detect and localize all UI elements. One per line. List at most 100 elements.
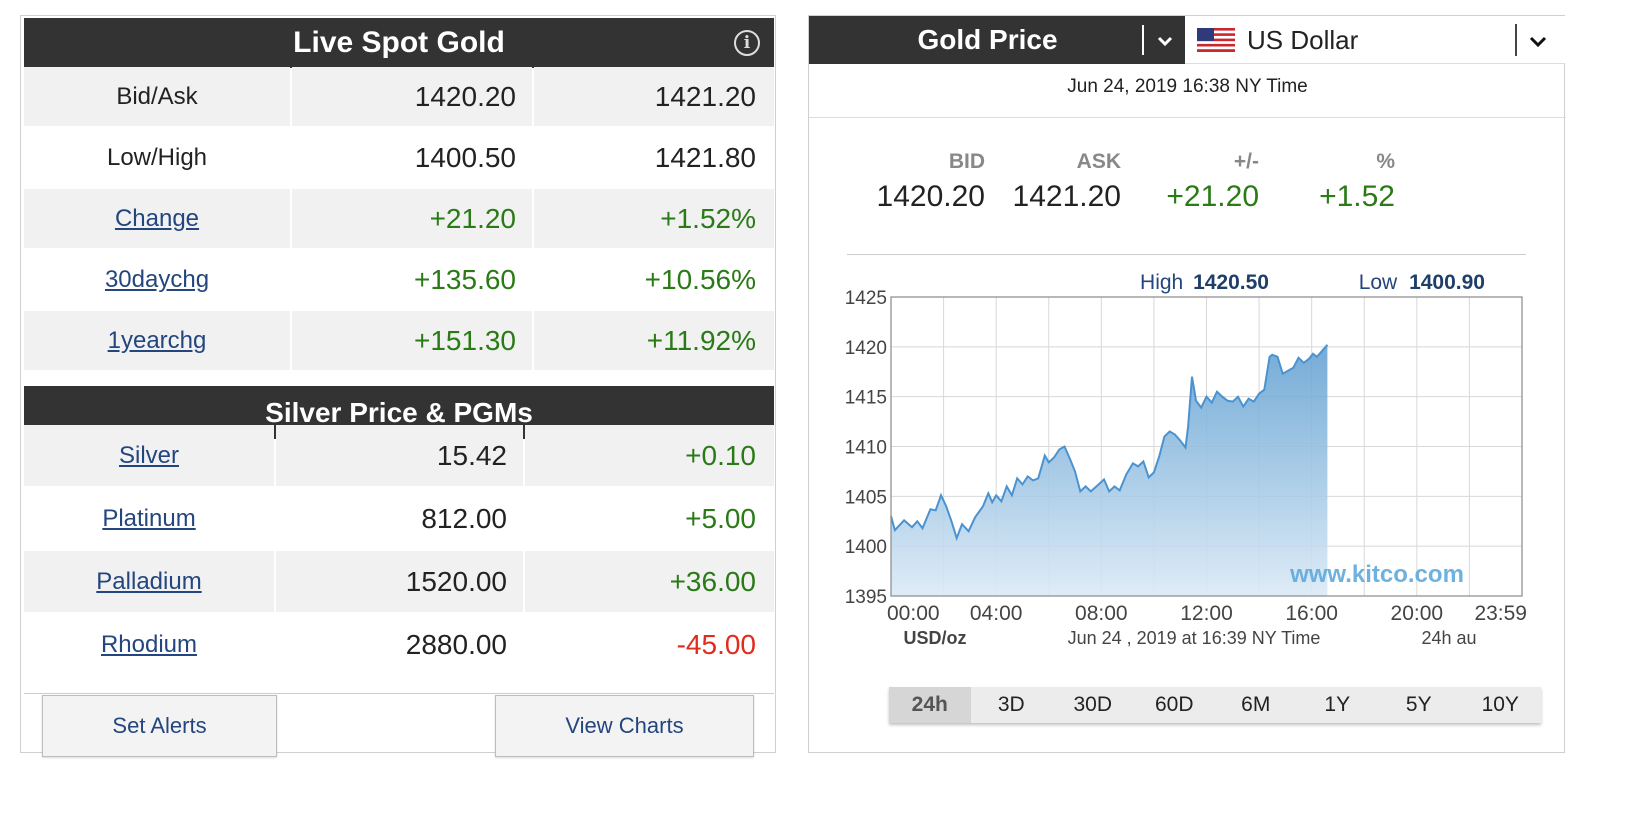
gold-row-label[interactable]: Change (24, 189, 290, 248)
bid-value: 1420.20 (876, 180, 985, 213)
metal-name-link[interactable]: Platinum (102, 505, 196, 532)
gold-row-value-1: +21.20 (292, 189, 532, 248)
currency-select[interactable]: US Dollar (1185, 16, 1565, 64)
live-spot-gold-panel: Live Spot Gold i Bid/Ask 1420.20 1421.20 Lo… (20, 15, 776, 753)
y-axis-labels: 1425 1420 1415 1410 1405 1400 1395 (845, 288, 887, 608)
bid-quote: BID 1420.20 (861, 150, 985, 214)
y-tick-label: 1400 (845, 537, 887, 558)
percent-label: % (1376, 150, 1395, 173)
y-tick-label: 1395 (845, 587, 887, 608)
currency-label: US Dollar (1247, 25, 1359, 55)
gold-row-value-2: +1.52% (534, 189, 774, 248)
metal-price: 1520.00 (276, 551, 523, 612)
y-tick-label: 1410 (845, 438, 887, 459)
metal-row: Rhodium 2880.00 -45.00 (24, 614, 774, 677)
quote-timestamp: Jun 24, 2019 16:38 NY Time (1067, 76, 1308, 97)
gold-row-value-1: +135.60 (414, 264, 516, 295)
gold-row-label[interactable]: 30daychg (104, 266, 210, 293)
gold-row-value-2: +11.92% (534, 311, 774, 370)
x-tick-label: 12:00 (1180, 602, 1233, 625)
range-tab-5y[interactable]: 5Y (1405, 693, 1432, 716)
chart-range-label: 24h au (1421, 628, 1476, 648)
metal-name-link[interactable]: Silver (24, 425, 274, 486)
change-quote: +/- +21.20 (1139, 150, 1259, 214)
percent-quote: % +1.52 (1279, 150, 1395, 214)
chart-low-value: 1400.90 (1409, 271, 1485, 294)
range-tab-30d[interactable]: 30D (1073, 693, 1113, 716)
divider (809, 117, 1566, 118)
x-tick-label: 08:00 (1075, 602, 1128, 625)
x-tick-label: 00:00 (887, 602, 940, 625)
metal-price: 2880.00 (405, 629, 507, 660)
gold-price-selector[interactable]: Gold Price (809, 16, 1185, 64)
metal-name-link[interactable]: Rhodium (100, 631, 198, 658)
divider (24, 693, 774, 694)
info-icon[interactable]: i (734, 30, 760, 56)
gold-row-value-1: 1400.50 (414, 142, 516, 173)
price-line (890, 344, 1329, 542)
range-tab-1y[interactable]: 1Y (1324, 693, 1351, 716)
gold-row: Bid/Ask 1420.20 1421.20 (24, 67, 774, 128)
kitco-watermark: www.kitco.com (1289, 561, 1464, 588)
chart-high-value: 1420.50 (1193, 271, 1269, 294)
y-tick-label: 1405 (845, 487, 887, 508)
gold-row-value-1: 1420.20 (292, 67, 532, 126)
y-tick-label: 1415 (845, 388, 887, 409)
percent-value: +1.52 (1319, 180, 1395, 213)
ask-label: ASK (1076, 150, 1121, 173)
live-spot-gold-header: Live Spot Gold i (24, 18, 774, 68)
y-tick-label: 1420 (845, 338, 887, 359)
gold-row-label[interactable]: 1yearchg (24, 311, 290, 370)
metal-price: 15.42 (276, 425, 523, 486)
x-tick-label: 16:00 (1285, 602, 1338, 625)
gold-row-value-2: +10.56% (644, 264, 756, 295)
x-axis-labels: 00:00 04:00 08:00 12:00 16:00 20:00 23:59 (887, 602, 1527, 625)
metal-change: +0.10 (525, 425, 774, 486)
bid-label: BID (948, 150, 985, 173)
metal-row: Palladium 1520.00 +36.00 (24, 551, 774, 614)
x-tick-label: 20:00 (1391, 602, 1444, 625)
chart-low-label: Low (1359, 271, 1398, 294)
x-tick-label: 04:00 (970, 602, 1023, 625)
gold-row-label: Bid/Ask (24, 67, 290, 126)
divider (1515, 24, 1517, 56)
chart-time-label: Jun 24 , 2019 at 16:39 NY Time (1068, 628, 1321, 648)
range-tab-60d[interactable]: 60D (1154, 693, 1194, 716)
gold-row-label: Low/High (106, 144, 208, 171)
price-area (891, 344, 1328, 596)
chart-unit-label: USD/oz (904, 628, 967, 648)
gold-row-value-2: 1421.20 (534, 67, 774, 126)
ask-value: 1421.20 (1012, 180, 1121, 213)
gold-row: Change +21.20 +1.52% (24, 189, 774, 250)
chart-low: Low 1400.90 (1359, 271, 1485, 294)
chevron-down-icon[interactable] (1525, 28, 1551, 54)
divider (847, 254, 1526, 255)
metal-name-link[interactable]: Palladium (24, 551, 274, 612)
metal-change: +5.00 (685, 503, 756, 534)
live-spot-gold-title: Live Spot Gold (293, 26, 505, 59)
range-tabs: 24h 3D 30D 60D 6M 1Y 5Y 10Y (889, 687, 1541, 723)
range-tab-6m[interactable]: 6M (1241, 693, 1271, 716)
metal-row: Silver 15.42 +0.10 (24, 425, 774, 488)
metal-change: +36.00 (525, 551, 774, 612)
gold-row-value-1: +151.30 (292, 311, 532, 370)
plot-frame (890, 296, 1523, 597)
range-tab-10y[interactable]: 10Y (1481, 693, 1519, 716)
range-tab-3d[interactable]: 3D (997, 693, 1025, 716)
gold-row: Low/High 1400.50 1421.80 (24, 128, 774, 189)
us-flag-icon (1197, 28, 1235, 52)
metal-price: 812.00 (421, 503, 507, 534)
chevron-down-icon[interactable] (1152, 28, 1178, 54)
y-tick-label: 1425 (845, 288, 887, 309)
x-tick-label: 23:59 (1474, 602, 1527, 625)
gold-price-panel: Gold Price US Dollar Jun 24, 2019 16:38 … (808, 15, 1566, 753)
gold-row: 1yearchg +151.30 +11.92% (24, 311, 774, 372)
divider (1142, 25, 1144, 55)
ask-quote: ASK 1421.20 (999, 150, 1121, 214)
gold-price-title: Gold Price (917, 24, 1058, 55)
view-charts-button[interactable]: View Charts (495, 695, 754, 757)
chart-high-label: High (1140, 271, 1183, 294)
range-tab-24h[interactable]: 24h (889, 687, 971, 723)
set-alerts-button[interactable]: Set Alerts (42, 695, 277, 757)
